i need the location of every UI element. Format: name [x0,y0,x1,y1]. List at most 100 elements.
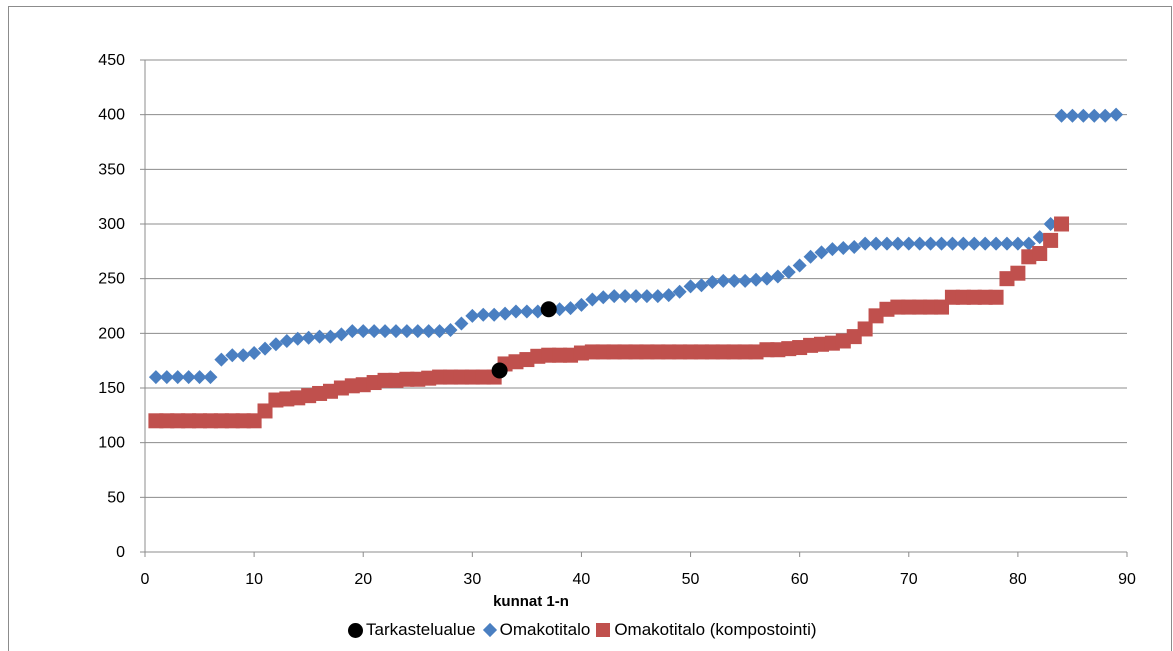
omakotitalo-point-88 [1098,108,1113,123]
omakotitalo-point-55 [738,273,753,288]
omakotitalo-point-26 [421,324,436,339]
tarkastelualue-point-2 [491,362,508,379]
omakotitalo-point-18 [334,327,349,342]
omakotitalo-point-59 [781,265,796,280]
omakotitalo-point-31 [476,307,491,322]
omakotitalo-point-39 [563,301,578,316]
omakotitalo-kompostointi-point-78 [988,289,1004,305]
omakotitalo-point-67 [869,236,884,251]
omakotitalo-point-56 [749,272,764,287]
tarkastelualue-point-1 [540,301,557,318]
y-tick-label-50: 50 [107,489,125,506]
legend-label-tarkastelualue: Tarkastelualue [366,620,476,639]
x-tick-label-30: 30 [463,571,481,588]
omakotitalo-point-34 [508,304,523,319]
square-marker-icon [596,623,611,637]
omakotitalo-point-49 [672,284,687,299]
y-tick-label-250: 250 [98,271,125,288]
omakotitalo-point-19 [345,324,360,339]
omakotitalo-point-76 [967,236,982,251]
x-tick-label-80: 80 [1009,571,1027,588]
omakotitalo-point-21 [367,324,382,339]
y-tick-label-100: 100 [98,435,125,452]
omakotitalo-point-15 [301,330,316,345]
omakotitalo-point-12 [268,337,283,352]
tick-labels: 0 50 100 150 200 250 300 350 400 450 0 10 20 30 40 50 60… [98,52,1136,588]
omakotitalo-point-58 [770,269,785,284]
legend-item-tarkastelualue: Tarkastelualue [348,620,476,640]
diamond-marker-icon [482,622,497,638]
omakotitalo-point-79 [999,236,1014,251]
omakotitalo-point-24 [399,324,414,339]
omakotitalo-point-69 [890,236,905,251]
omakotitalo-point-74 [945,236,960,251]
x-tick-label-40: 40 [573,571,591,588]
omakotitalo-point-78 [989,236,1004,251]
omakotitalo-point-57 [759,271,774,286]
omakotitalo-point-3 [170,370,185,385]
omakotitalo-point-46 [639,289,654,304]
omakotitalo-point-71 [912,236,927,251]
x-tick-label-90: 90 [1118,571,1136,588]
omakotitalo-point-10 [247,346,262,361]
omakotitalo-point-42 [596,290,611,305]
omakotitalo-point-66 [858,236,873,251]
x-axis-title: kunnat 1-n [493,593,569,610]
omakotitalo-point-8 [225,348,240,363]
y-tick-label-150: 150 [98,380,125,397]
chart-frame [8,6,1172,651]
omakotitalo-point-33 [498,306,513,321]
omakotitalo-point-6 [203,370,218,385]
omakotitalo-point-64 [836,241,851,256]
x-tick-label-10: 10 [245,571,263,588]
omakotitalo-point-47 [650,289,665,304]
omakotitalo-point-30 [465,308,480,323]
omakotitalo-point-68 [879,236,894,251]
x-tick-label-70: 70 [900,571,918,588]
omakotitalo-point-84 [1054,108,1069,123]
x-tick-label-0: 0 [141,571,150,588]
omakotitalo-point-51 [694,278,709,293]
omakotitalo-point-54 [727,273,742,288]
legend: Tarkastelualue Omakotitalo Omakotitalo (… [348,619,823,641]
omakotitalo-point-27 [432,324,447,339]
data-points [148,107,1124,429]
omakotitalo-point-41 [585,292,600,307]
omakotitalo-point-87 [1087,108,1102,123]
omakotitalo-kompostointi-point-82 [1032,246,1048,262]
y-tick-label-450: 450 [98,52,125,69]
omakotitalo-point-77 [978,236,993,251]
x-tick-label-60: 60 [791,571,809,588]
omakotitalo-point-63 [825,242,840,257]
omakotitalo-point-32 [487,307,502,322]
omakotitalo-point-61 [803,249,818,264]
omakotitalo-point-62 [814,245,829,260]
legend-label-omakotitalo-kompostointi: Omakotitalo (kompostointi) [614,620,817,639]
omakotitalo-kompostointi-point-84 [1054,216,1070,232]
x-tick-label-20: 20 [354,571,372,588]
omakotitalo-point-22 [378,324,393,339]
omakotitalo-point-53 [716,273,731,288]
omakotitalo-point-23 [388,324,403,339]
grid-lines [145,59,1127,498]
omakotitalo-point-1 [148,370,163,385]
omakotitalo-point-85 [1065,108,1080,123]
y-tick-label-0: 0 [116,544,125,561]
legend-item-omakotitalo-kompostointi: Omakotitalo (kompostointi) [596,620,817,640]
omakotitalo-point-7 [214,352,229,367]
omakotitalo-point-75 [956,236,971,251]
omakotitalo-point-16 [312,329,327,344]
legend-item-omakotitalo: Omakotitalo [482,620,590,640]
omakotitalo-point-4 [181,370,196,385]
omakotitalo-point-86 [1076,108,1091,123]
omakotitalo-point-70 [901,236,916,251]
omakotitalo-point-45 [629,289,643,304]
omakotitalo-point-17 [323,329,338,344]
omakotitalo-point-73 [934,236,949,251]
omakotitalo-point-72 [923,236,938,251]
y-tick-label-350: 350 [98,161,125,178]
omakotitalo-point-28 [443,323,458,338]
y-tick-label-300: 300 [98,216,125,233]
omakotitalo-kompostointi-point-80 [1010,265,1026,281]
